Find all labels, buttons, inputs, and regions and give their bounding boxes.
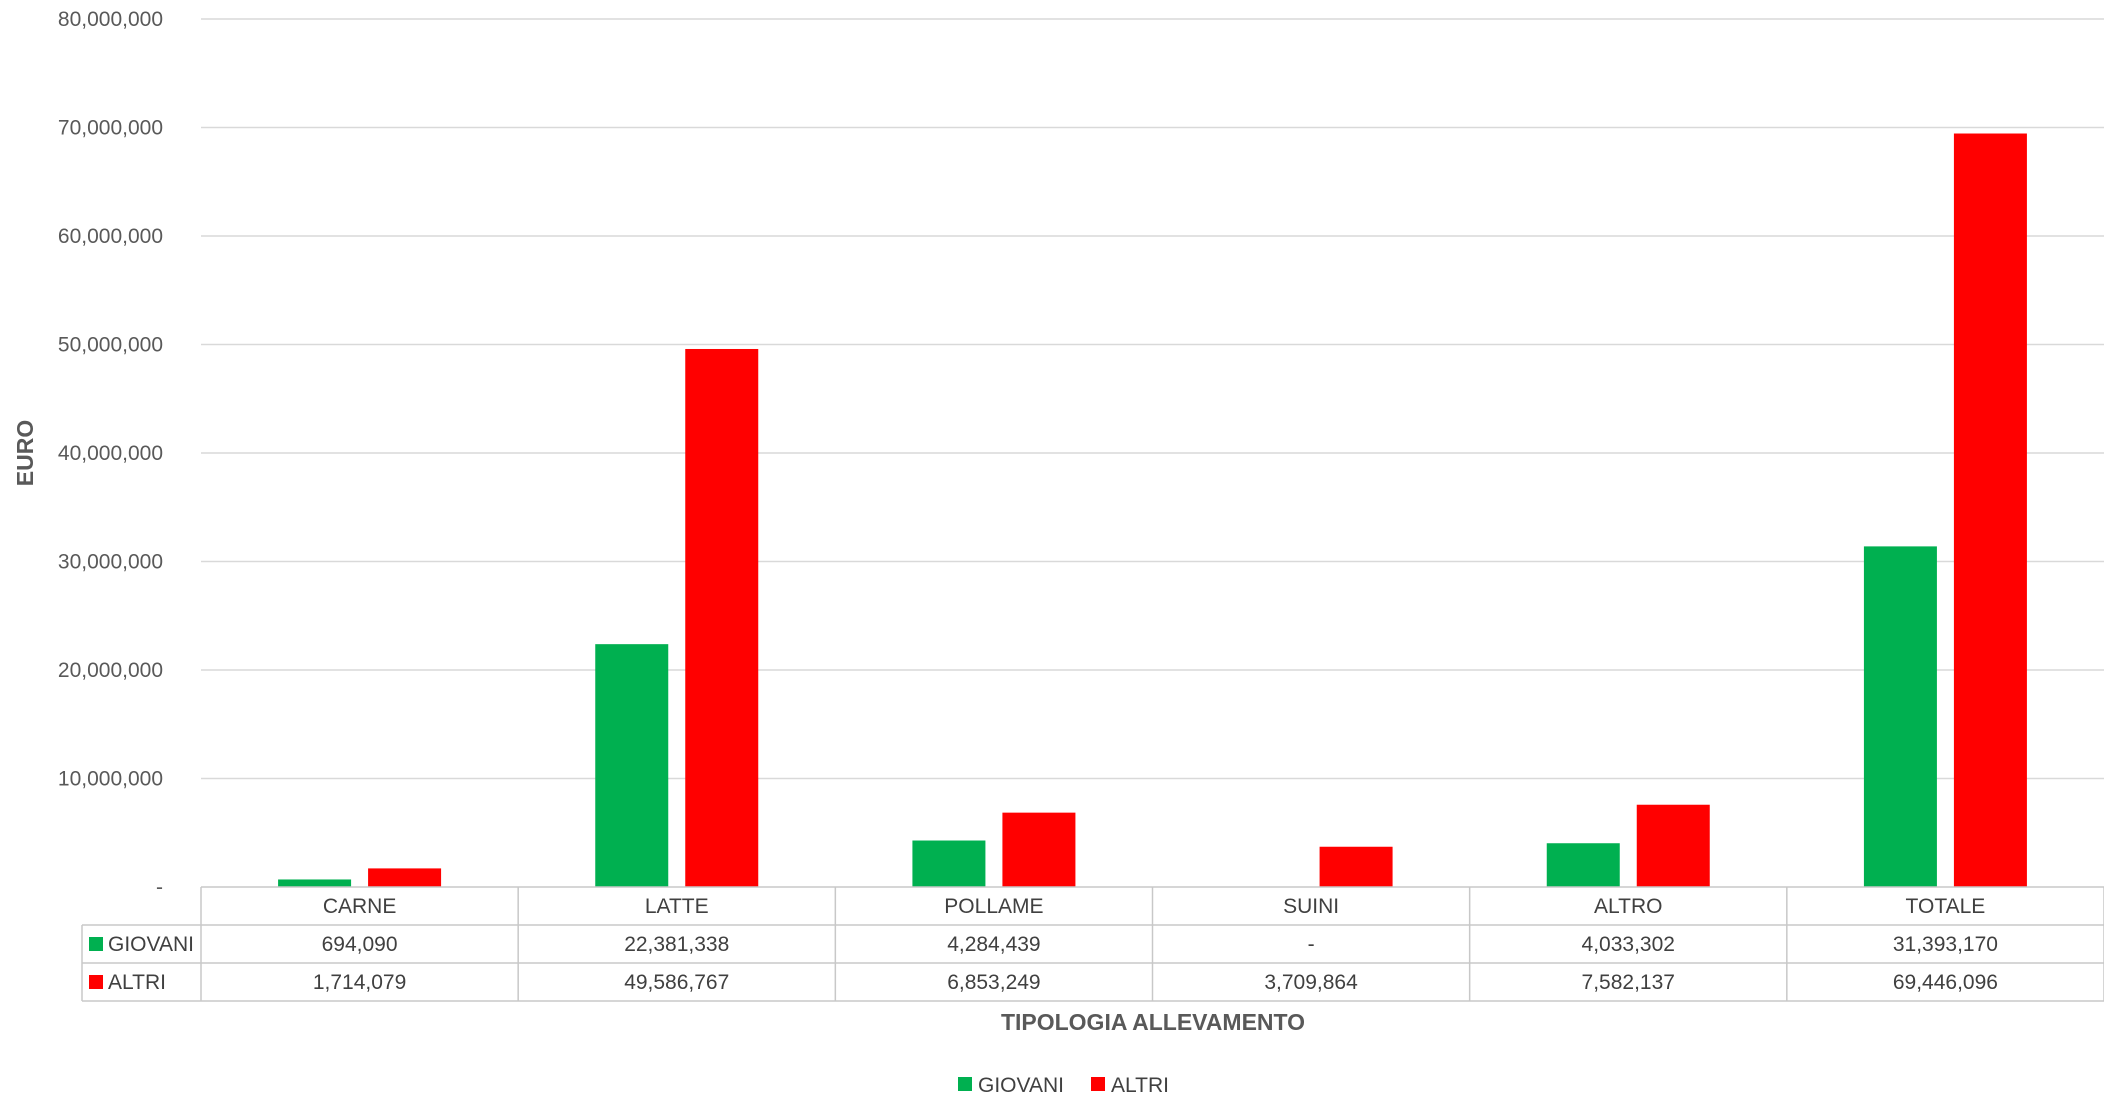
legend-label: GIOVANI [978,1074,1064,1097]
y-tick-label: 30,000,000 [58,551,163,574]
bar-altri-suini [1319,846,1393,887]
y-axis-ticks: - 10,000,000 20,000,000 30,000,000 40,000,00… [58,8,163,899]
y-tick-label: 70,000,000 [58,117,163,140]
y-tick-label: 10,000,000 [58,768,163,791]
bar-altri-altro [1636,804,1710,887]
y-tick-label: 80,000,000 [58,8,163,31]
category-label: SUINI [1283,895,1339,918]
bar-giovani-latte [595,644,669,887]
y-tick-label: 40,000,000 [58,442,163,465]
category-label: POLLAME [944,895,1043,918]
bar-altri-totale [1953,133,2027,887]
table-series-name: GIOVANI [108,933,194,956]
y-tick-label: 60,000,000 [58,225,163,248]
bar-altri-latte [685,348,759,887]
legend-key [1091,1077,1105,1091]
category-label: LATTE [645,895,709,918]
x-axis-title: TIPOLOGIA ALLEVAMENTO [1001,1009,1305,1035]
category-label: TOTALE [1906,895,1986,918]
table-cell: 22,381,338 [624,933,729,956]
table-cell: 6,853,249 [947,971,1040,994]
bar-giovani-totale [1863,546,1937,887]
y-axis-title: EURO [12,420,38,486]
table-cell: - [1308,933,1315,956]
table-cell: 31,393,170 [1893,933,1998,956]
table-cell: 4,284,439 [947,933,1040,956]
table-cell: 7,582,137 [1582,971,1675,994]
category-label: CARNE [323,895,397,918]
table-legend-key [89,975,103,989]
table-cell: 49,586,767 [624,971,729,994]
data-table: CARNE LATTE POLLAME SUINI ALTRO TOTALE GIOVANI… [81,886,2104,1002]
table-series-name: ALTRI [108,971,166,994]
category-label: ALTRO [1594,895,1662,918]
bar-giovani-altro [1546,843,1620,887]
gridlines [201,18,2104,780]
table-cell: 3,709,864 [1264,971,1358,994]
legend: GIOVANI ALTRI [958,1074,1169,1097]
y-tick-label: 50,000,000 [58,334,163,357]
y-tick-label: - [156,876,163,899]
legend-label: ALTRI [1111,1074,1169,1097]
table-cell: 4,033,302 [1582,933,1675,956]
bar-giovani-carne [278,879,352,887]
legend-key [958,1077,972,1091]
bar-altri-pollame [1002,812,1076,887]
table-cell: 69,446,096 [1893,971,1998,994]
table-legend-key [89,937,103,951]
table-cell: 694,090 [322,933,398,956]
y-tick-label: 20,000,000 [58,659,163,682]
bar-altri-carne [368,868,442,887]
bar-giovani-pollame [912,840,986,887]
table-cell: 1,714,079 [313,971,406,994]
bars [278,133,2027,887]
